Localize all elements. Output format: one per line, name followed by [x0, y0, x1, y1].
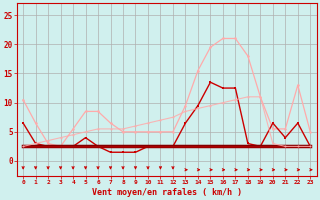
X-axis label: Vent moyen/en rafales ( km/h ): Vent moyen/en rafales ( km/h )	[92, 188, 242, 197]
